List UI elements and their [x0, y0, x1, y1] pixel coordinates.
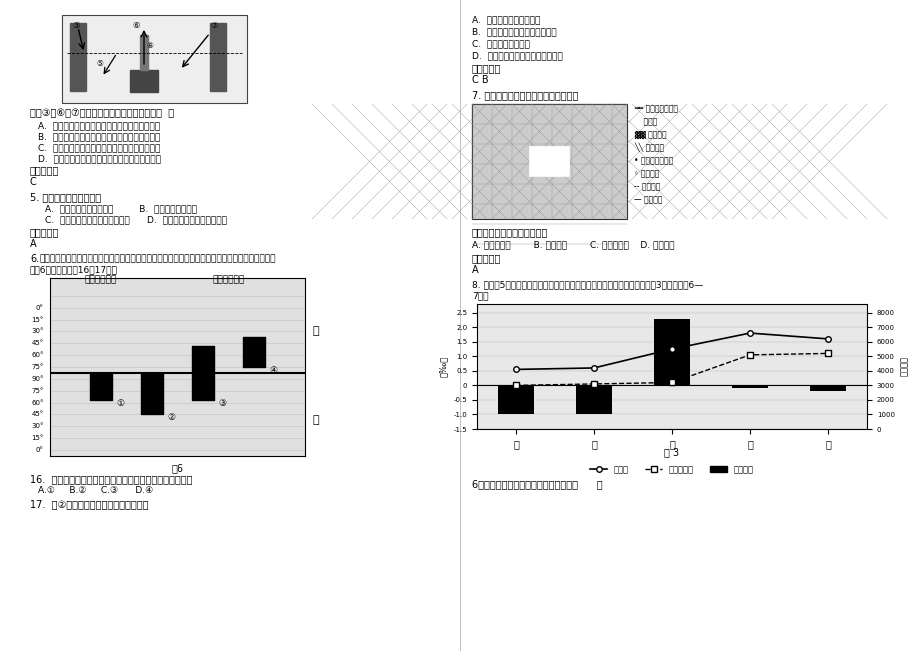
Text: 0°: 0° [36, 447, 44, 453]
Text: 7. 读伦敦的城市规划和布局示意图回答: 7. 读伦敦的城市规划和布局示意图回答 [471, 90, 578, 100]
Text: 南: 南 [312, 326, 319, 337]
Text: -- 大伦敦界: -- 大伦敦界 [633, 182, 660, 191]
Text: 参考答案：: 参考答案： [30, 227, 60, 237]
Text: C: C [30, 177, 37, 187]
Bar [70, 23, 85, 91]
Text: 6.: 6. [30, 254, 40, 264]
Text: 45°: 45° [31, 411, 44, 417]
Text: 住宅区: 住宅区 [633, 117, 657, 126]
Text: 5. 农业区位选择的实质是: 5. 农业区位选择的实质是 [30, 192, 101, 202]
Text: A.  该学校所在地天气炎热: A. 该学校所在地天气炎热 [471, 15, 539, 24]
Text: A: A [30, 239, 37, 249]
Text: 参考答案：: 参考答案： [471, 253, 501, 263]
Bar [140, 35, 148, 70]
Bar [653, 318, 689, 385]
Text: ▓▓ 已建绿地: ▓▓ 已建绿地 [633, 130, 666, 139]
Text: ④: ④ [269, 366, 278, 375]
Text: ⑤: ⑤ [96, 59, 103, 68]
Text: ╲╲ 拟建绿地: ╲╲ 拟建绿地 [633, 143, 664, 152]
Text: A.  大气吸收的地面辐射、大气逆辐射、太阳辐射: A. 大气吸收的地面辐射、大气逆辐射、太阳辐射 [38, 121, 160, 130]
Text: 45°: 45° [31, 340, 44, 346]
Text: 参考答案：: 参考答案： [471, 63, 501, 73]
Text: A: A [471, 265, 478, 275]
Text: ⑥: ⑥ [132, 20, 140, 29]
Text: ①: ① [116, 399, 124, 408]
Text: A.  对农业土地的合理利用         B.  农作物品种的选择: A. 对农业土地的合理利用 B. 农作物品种的选择 [45, 204, 197, 213]
Text: B.  太阳在地球上的直射点将北移: B. 太阳在地球上的直射点将北移 [471, 27, 556, 36]
Text: 17.  当②地正午太阳高度角达到最大值时: 17. 当②地正午太阳高度角达到最大值时 [30, 499, 148, 509]
Text: 75°: 75° [31, 388, 44, 394]
Text: 75°: 75° [31, 364, 44, 370]
Text: 图6: 图6 [171, 463, 183, 473]
Text: ⑧: ⑧ [146, 40, 153, 49]
Text: D.  太阳辐射、大气逆辐射、大气吸收的地面辐射: D. 太阳辐射、大气逆辐射、大气吸收的地面辐射 [38, 154, 161, 163]
Bar [498, 385, 533, 415]
Text: 正午太阳方向: 正午太阳方向 [212, 275, 244, 284]
Y-axis label: （‰）: （‰） [438, 356, 448, 377]
Bar [210, 23, 226, 91]
Text: ③: ③ [73, 20, 80, 29]
Text: B.  太阳辐射、大气吸收的地面辐射、大气逆辐射: B. 太阳辐射、大气吸收的地面辐射、大气逆辐射 [38, 132, 160, 141]
Text: ◦ 扩建新城: ◦ 扩建新城 [633, 169, 659, 178]
Text: （图6），读图回答16－17题。: （图6），读图回答16－17题。 [30, 265, 118, 274]
Text: 16.  可能反映学校所在地正午太阳高度角年变化及方向的是: 16. 可能反映学校所在地正午太阳高度角年变化及方向的是 [30, 474, 192, 484]
Text: 15°: 15° [31, 436, 44, 441]
Text: A. 同心圆模式        B. 扇形模式        C. 多核心模式    D. 块状模式: A. 同心圆模式 B. 扇形模式 C. 多核心模式 D. 块状模式 [471, 240, 674, 249]
Bar [62, 15, 246, 103]
Text: C.  地球公转速度较慢: C. 地球公转速度较慢 [471, 39, 529, 48]
Text: 60°: 60° [31, 400, 44, 406]
Text: D.  其他三地正午太阳所在方向不同: D. 其他三地正午太阳所在方向不同 [471, 51, 562, 60]
Bar [576, 385, 611, 415]
Text: 参考答案：: 参考答案： [30, 165, 60, 175]
Text: 7题。: 7题。 [471, 291, 488, 300]
Text: 6．图中各省区中在该年的人口情况：（      ）: 6．图中各省区中在该年的人口情况：（ ） [471, 479, 602, 489]
Y-axis label: （万人）: （万人） [900, 357, 908, 376]
Text: ③: ③ [218, 399, 226, 408]
Text: C.  大气逆辐射、大气吸收的地面辐射、太阳辐射: C. 大气逆辐射、大气吸收的地面辐射、太阳辐射 [38, 143, 160, 152]
Text: 30°: 30° [31, 423, 44, 429]
Text: 8. 读我国5省区某年人口出生率、人口自然增长率和人口总数的统计图（图3），回答第6—: 8. 读我国5省区某年人口出生率、人口自然增长率和人口总数的统计图（图3），回答… [471, 280, 702, 289]
Text: ②: ② [167, 413, 176, 422]
Text: • 新城（卫星城）: • 新城（卫星城） [633, 156, 673, 165]
Text: 90°: 90° [31, 376, 44, 382]
Text: ══ 政府、金融商业: ══ 政府、金融商业 [633, 104, 677, 113]
Text: 北: 北 [312, 415, 319, 425]
Text: 正午太阳高度: 正午太阳高度 [85, 275, 117, 284]
Bar [810, 385, 845, 391]
Text: C B: C B [471, 75, 488, 85]
Legend: 出生率, 自然增长率, 人口总数: 出生率, 自然增长率, 人口总数 [586, 462, 756, 477]
Bar [732, 385, 766, 388]
Text: 伦敦的城市地域结构模式属于: 伦敦的城市地域结构模式属于 [471, 227, 548, 237]
Text: 60°: 60° [31, 352, 44, 358]
Bar [471, 104, 627, 219]
Text: A.①     B.②     C.③      D.④: A.① B.② C.③ D.④ [38, 486, 153, 495]
Text: 我国某校地理兴趣小组的同学，把世界上四地年内正午太阳高度及正午太阳方向的变化情况绘成简图: 我国某校地理兴趣小组的同学，把世界上四地年内正午太阳高度及正午太阳方向的变化情况… [40, 254, 277, 263]
Text: 15°: 15° [31, 316, 44, 322]
Text: 0°: 0° [36, 305, 44, 311]
Bar [528, 146, 568, 176]
Text: 图 3: 图 3 [664, 447, 679, 457]
Bar [130, 70, 158, 92]
Text: C.  农作物生产所选择的地理位置      D.  农业与地理环境的相互联系: C. 农作物生产所选择的地理位置 D. 农业与地理环境的相互联系 [45, 215, 227, 224]
Text: 30°: 30° [31, 328, 44, 335]
Text: ⑦: ⑦ [210, 20, 218, 29]
Text: — 内伦敦界: — 内伦敦界 [633, 195, 662, 204]
Text: 图中③、⑥、⑦三个箭头所表示的辐射依次是（  ）: 图中③、⑥、⑦三个箭头所表示的辐射依次是（ ） [30, 108, 174, 118]
